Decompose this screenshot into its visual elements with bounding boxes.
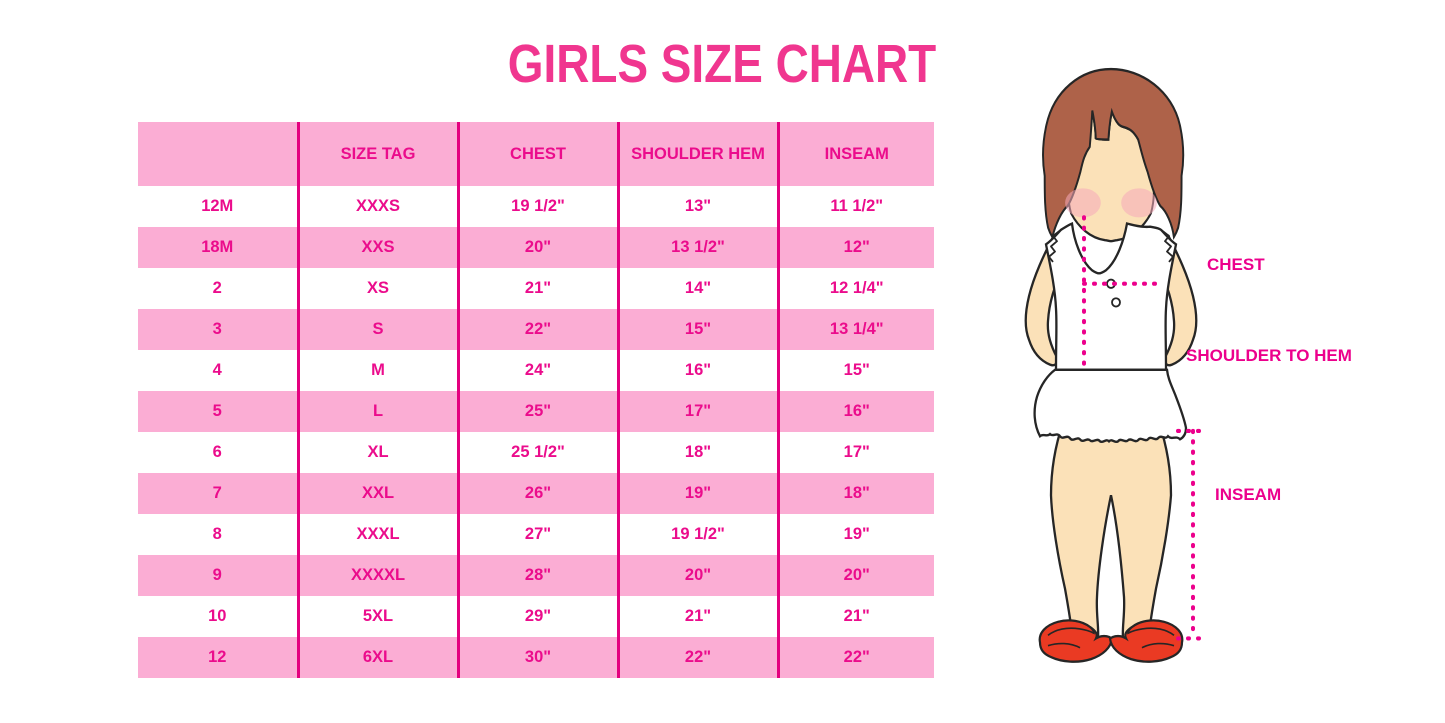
svg-text:SHOULDER TO HEM: SHOULDER TO HEM <box>1186 346 1352 365</box>
svg-text:INSEAM: INSEAM <box>1215 485 1281 504</box>
svg-text:CHEST: CHEST <box>1207 255 1265 274</box>
